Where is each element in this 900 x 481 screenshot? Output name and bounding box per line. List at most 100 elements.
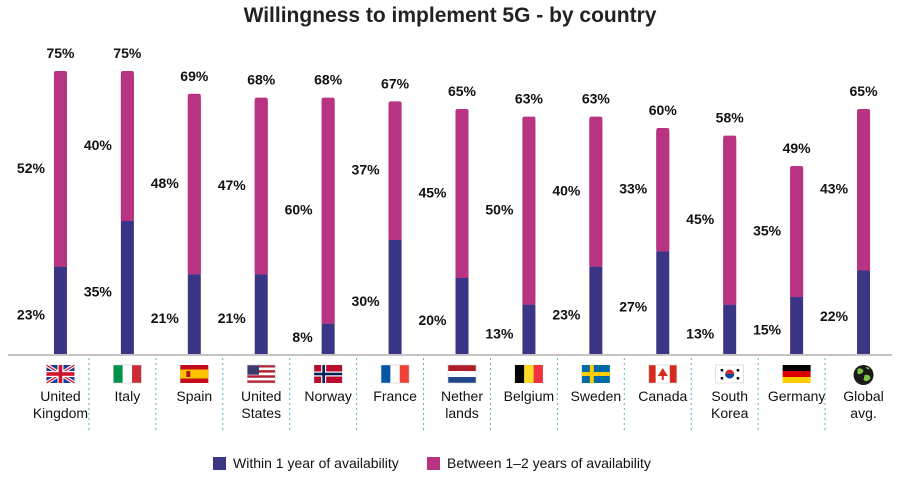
category-label-3-0: United — [241, 388, 281, 404]
label-within-1-year-12: 22% — [820, 308, 849, 324]
bar-1-2-years-body-1 — [120, 75, 134, 221]
category-label-0-1: Kingdom — [33, 405, 88, 421]
legend-swatch-1-2-years — [427, 457, 440, 470]
flag-globe-icon — [853, 365, 874, 385]
bar-1-2-years-body-5 — [388, 105, 402, 241]
category-label-4-0: Norway — [304, 388, 351, 404]
bar-within-1-year-7 — [522, 304, 536, 354]
category-label-0-0: United — [40, 388, 80, 404]
total-label-12: 65% — [850, 83, 879, 99]
flag-no-icon — [314, 365, 343, 383]
bar-within-1-year-4 — [321, 323, 335, 354]
total-label-0: 75% — [46, 45, 75, 61]
label-1-2-years-8: 40% — [552, 183, 581, 199]
bars-group: 75% 52% 23% 75% 40% 35% 69% 48% 21% 68% 47% 21% 68% 6… — [17, 45, 878, 354]
flag-us-icon — [246, 364, 276, 384]
bar-within-1-year-2 — [187, 274, 201, 354]
total-label-2: 69% — [180, 68, 209, 84]
legend-label-1-2-years: Between 1–2 years of availability — [447, 455, 651, 471]
category-label-9-0: Canada — [638, 388, 687, 404]
bar-within-1-year-6 — [455, 278, 469, 354]
bar-1-2-years-body-8 — [589, 120, 603, 267]
label-1-2-years-3: 47% — [218, 177, 247, 193]
label-1-2-years-9: 33% — [619, 181, 648, 197]
category-label-6-1: lands — [445, 405, 478, 421]
total-label-9: 60% — [649, 102, 678, 118]
bar-within-1-year-10 — [723, 304, 737, 354]
bar-1-2-years-body-0 — [53, 75, 67, 267]
bar-within-1-year-11 — [790, 297, 804, 354]
label-within-1-year-2: 21% — [151, 310, 180, 326]
label-1-2-years-7: 50% — [485, 202, 514, 218]
flag-es-icon — [180, 365, 209, 383]
label-1-2-years-1: 40% — [84, 137, 113, 153]
category-label-3-1: States — [241, 405, 281, 421]
label-1-2-years-2: 48% — [151, 175, 180, 191]
category-label-5-0: France — [373, 388, 417, 404]
label-within-1-year-5: 30% — [352, 293, 381, 309]
flag-be-icon — [514, 365, 543, 383]
bar-1-2-years-body-9 — [656, 132, 670, 252]
bar-within-1-year-5 — [388, 240, 402, 354]
label-1-2-years-4: 60% — [285, 202, 314, 218]
label-1-2-years-11: 35% — [753, 223, 782, 239]
label-within-1-year-9: 27% — [619, 299, 648, 315]
category-label-1-0: Italy — [115, 388, 141, 404]
flag-ca-icon — [648, 364, 678, 384]
bar-1-2-years-body-4 — [321, 101, 335, 324]
label-within-1-year-7: 13% — [485, 325, 514, 341]
legend: Within 1 year of availability Between 1–2… — [213, 455, 651, 471]
label-within-1-year-4: 8% — [292, 329, 313, 345]
label-within-1-year-0: 23% — [17, 306, 46, 322]
label-within-1-year-11: 15% — [753, 322, 782, 338]
legend-swatch-within-1-year — [213, 457, 226, 470]
bar-within-1-year-3 — [254, 274, 268, 354]
total-label-11: 49% — [783, 140, 812, 156]
total-label-10: 58% — [716, 110, 745, 126]
bar-within-1-year-1 — [120, 221, 134, 354]
flag-se-icon — [581, 365, 610, 383]
bar-within-1-year-12 — [857, 270, 871, 354]
category-label-8-0: Sweden — [571, 388, 622, 404]
category-label-11-0: Germany — [768, 388, 826, 404]
bar-within-1-year-8 — [589, 266, 603, 354]
flag-de-icon — [782, 365, 811, 383]
bar-1-2-years-body-12 — [857, 113, 871, 271]
label-within-1-year-3: 21% — [218, 310, 247, 326]
flag-nl-icon — [447, 364, 477, 384]
label-within-1-year-6: 20% — [418, 312, 447, 328]
flag-uk-icon — [45, 363, 76, 385]
legend-label-within-1-year: Within 1 year of availability — [233, 455, 399, 471]
bar-1-2-years-body-3 — [254, 101, 268, 275]
total-label-3: 68% — [247, 72, 276, 88]
label-1-2-years-10: 45% — [686, 211, 715, 227]
bar-within-1-year-0 — [53, 266, 67, 354]
label-1-2-years-5: 37% — [352, 162, 381, 178]
label-within-1-year-8: 23% — [552, 306, 581, 322]
total-label-8: 63% — [582, 91, 611, 107]
flag-fr-icon — [380, 364, 410, 384]
label-within-1-year-10: 13% — [686, 325, 715, 341]
flag-it-icon — [113, 364, 142, 384]
total-label-5: 67% — [381, 75, 410, 91]
bar-within-1-year-9 — [656, 251, 670, 354]
label-1-2-years-6: 45% — [418, 185, 447, 201]
flag-kr-icon — [715, 364, 744, 384]
category-label-12-0: Global — [843, 388, 883, 404]
label-within-1-year-1: 35% — [84, 284, 113, 300]
total-label-1: 75% — [113, 45, 142, 61]
category-label-10-0: South — [711, 388, 748, 404]
category-label-6-0: Nether — [441, 388, 483, 404]
bar-1-2-years-body-10 — [723, 139, 737, 305]
chart-title: Willingness to implement 5G - by country — [244, 4, 657, 27]
total-label-4: 68% — [314, 72, 343, 88]
bar-1-2-years-body-11 — [790, 170, 804, 297]
label-1-2-years-12: 43% — [820, 181, 849, 197]
category-label-10-1: Korea — [711, 405, 749, 421]
category-label-7-0: Belgium — [504, 388, 555, 404]
bar-1-2-years-body-6 — [455, 113, 469, 278]
category-label-12-1: avg. — [850, 405, 876, 421]
